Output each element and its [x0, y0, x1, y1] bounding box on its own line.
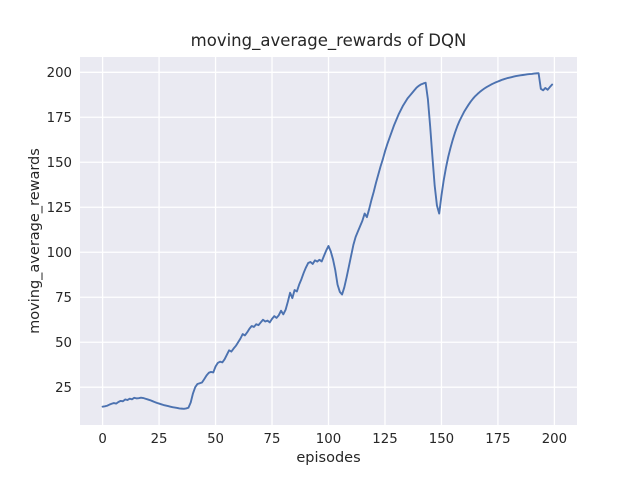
line-series — [101, 72, 554, 410]
x-tick-label: 200 — [542, 432, 567, 447]
y-tick-label: 25 — [55, 381, 72, 396]
chart-title: moving_average_rewards of DQN — [191, 31, 467, 51]
x-tick-label: 0 — [98, 432, 106, 447]
x-tick-label: 100 — [316, 432, 341, 447]
series-line — [101, 72, 554, 410]
x-tick-label: 125 — [372, 432, 397, 447]
y-tick-label: 100 — [47, 246, 72, 261]
y-tick-label: 75 — [55, 291, 72, 306]
x-axis-label: episodes — [296, 450, 360, 466]
y-tick-label: 200 — [47, 66, 72, 81]
gridlines — [80, 57, 577, 425]
y-tick-label: 125 — [47, 201, 72, 216]
x-tick-label: 25 — [151, 432, 168, 447]
y-tick-label: 50 — [55, 336, 72, 351]
y-tick-label: 150 — [47, 156, 72, 171]
y-tick-label: 175 — [47, 111, 72, 126]
y-axis-label: moving_average_rewards — [27, 148, 43, 334]
y-tick-labels: 25 50 75 100 125 150 175 200 — [47, 66, 72, 396]
x-tick-label: 75 — [264, 432, 281, 447]
x-tick-label: 50 — [207, 432, 224, 447]
x-tick-label: 175 — [485, 432, 510, 447]
x-tick-label: 150 — [429, 432, 454, 447]
x-tick-labels: 0 25 50 75 100 125 150 175 200 — [98, 432, 567, 447]
